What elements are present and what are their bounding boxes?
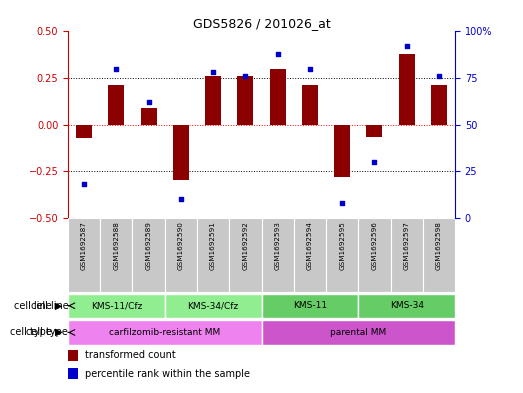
Point bbox=[241, 73, 249, 79]
Text: cell line ▶: cell line ▶ bbox=[15, 301, 63, 311]
Text: cell type: cell type bbox=[27, 327, 69, 338]
Point bbox=[338, 200, 346, 206]
Bar bbox=[132, 218, 165, 292]
Point bbox=[144, 99, 153, 105]
Bar bbox=[165, 294, 262, 318]
Bar bbox=[68, 320, 262, 345]
Point bbox=[435, 73, 443, 79]
Bar bbox=[326, 218, 358, 292]
Title: GDS5826 / 201026_at: GDS5826 / 201026_at bbox=[192, 17, 331, 30]
Text: KMS-34/Cfz: KMS-34/Cfz bbox=[188, 301, 238, 310]
Bar bbox=[358, 218, 391, 292]
Bar bbox=[431, 85, 447, 125]
Bar bbox=[76, 125, 92, 138]
Bar bbox=[423, 218, 455, 292]
Bar bbox=[68, 368, 78, 379]
Text: percentile rank within the sample: percentile rank within the sample bbox=[85, 369, 251, 379]
Text: KMS-34: KMS-34 bbox=[390, 301, 424, 310]
Point bbox=[112, 66, 120, 72]
Text: parental MM: parental MM bbox=[330, 328, 386, 337]
Text: cell line: cell line bbox=[30, 301, 69, 311]
Point bbox=[403, 43, 411, 50]
Bar bbox=[302, 85, 318, 125]
Text: GSM1692598: GSM1692598 bbox=[436, 222, 442, 270]
Bar bbox=[205, 76, 221, 125]
Text: carfilzomib-resistant MM: carfilzomib-resistant MM bbox=[109, 328, 220, 337]
Bar bbox=[391, 218, 423, 292]
Bar bbox=[141, 108, 157, 125]
Text: GSM1692597: GSM1692597 bbox=[404, 222, 410, 270]
Text: GSM1692596: GSM1692596 bbox=[371, 222, 378, 270]
Text: GSM1692587: GSM1692587 bbox=[81, 222, 87, 270]
Point bbox=[274, 51, 282, 57]
Point bbox=[80, 181, 88, 187]
Bar bbox=[165, 218, 197, 292]
Bar bbox=[68, 294, 165, 318]
Text: GSM1692595: GSM1692595 bbox=[339, 222, 345, 270]
Bar bbox=[334, 125, 350, 177]
Bar bbox=[108, 85, 124, 125]
Point bbox=[305, 66, 314, 72]
Text: GSM1692591: GSM1692591 bbox=[210, 222, 216, 270]
Text: GSM1692589: GSM1692589 bbox=[145, 222, 152, 270]
Bar bbox=[399, 54, 415, 125]
Bar bbox=[68, 218, 100, 292]
Text: GSM1692588: GSM1692588 bbox=[113, 222, 119, 270]
Bar bbox=[197, 218, 229, 292]
Text: GSM1692590: GSM1692590 bbox=[178, 222, 184, 270]
Text: GSM1692592: GSM1692592 bbox=[242, 222, 248, 270]
Bar bbox=[229, 218, 262, 292]
Bar bbox=[237, 76, 254, 125]
Point bbox=[209, 69, 218, 75]
Bar bbox=[262, 320, 455, 345]
Point bbox=[177, 196, 185, 202]
Text: GSM1692593: GSM1692593 bbox=[275, 222, 281, 270]
Bar bbox=[366, 125, 382, 137]
Point bbox=[370, 159, 379, 165]
Text: KMS-11/Cfz: KMS-11/Cfz bbox=[90, 301, 142, 310]
Text: transformed count: transformed count bbox=[85, 350, 176, 360]
Bar bbox=[100, 218, 132, 292]
Bar bbox=[262, 218, 294, 292]
Text: KMS-11: KMS-11 bbox=[293, 301, 327, 310]
Text: GSM1692594: GSM1692594 bbox=[307, 222, 313, 270]
Bar bbox=[68, 350, 78, 361]
Bar bbox=[294, 218, 326, 292]
Bar bbox=[269, 69, 286, 125]
Bar bbox=[358, 294, 455, 318]
Bar bbox=[173, 125, 189, 180]
Bar bbox=[262, 294, 358, 318]
Text: cell type ▶: cell type ▶ bbox=[10, 327, 63, 338]
